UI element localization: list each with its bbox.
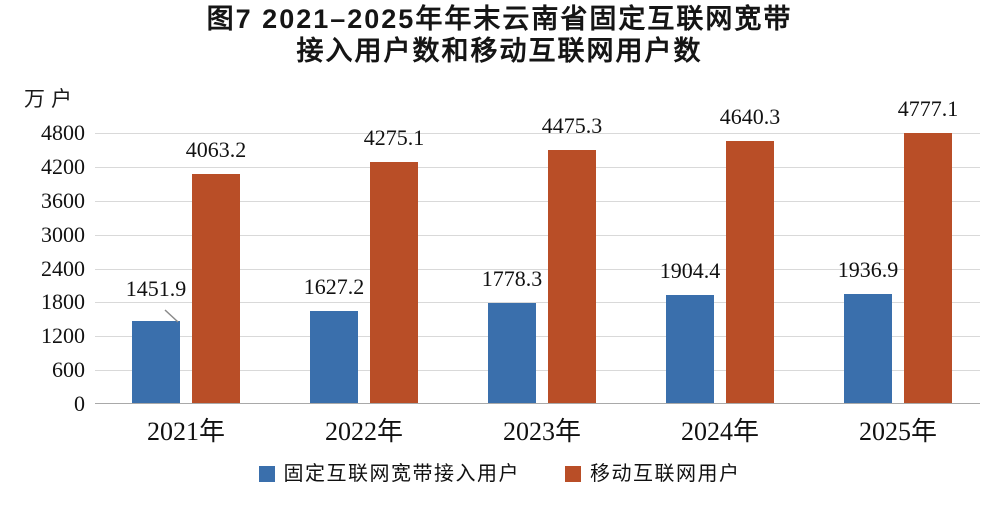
y-tick-label: 600 [52,357,85,382]
x-tick-label: 2021年 [146,417,226,446]
leader-line [164,309,179,323]
y-tick-label: 3600 [41,188,85,213]
bar-fixed-broadband [132,321,180,403]
gridline [95,336,980,337]
bar-fixed-broadband [488,303,536,403]
gridline [95,167,980,168]
bar-mobile-internet [904,133,952,403]
chart-title-line2: 接入用户数和移动互联网用户数 [296,36,703,66]
plot-area: 1451.9 4063.2 1627.2 4275.1 1778.3 4475.3 1904… [95,97,980,404]
value-label-fixed-broadband: 1451.9 [125,276,187,301]
chart-title-line1: 图7 2021–2025年年末云南省固定互联网宽带 [206,4,793,34]
gridline [95,269,980,270]
y-tick-label: 4200 [41,154,85,179]
legend: 固定互联网宽带接入用户 移动互联网用户 [0,463,999,485]
x-tick-label: 2022年 [324,417,404,446]
y-tick-label: 2400 [41,256,85,281]
value-label-mobile-internet: 4777.1 [897,96,959,121]
bar-mobile-internet [548,150,596,403]
bar-mobile-internet [726,141,774,403]
y-axis-unit-label: 万户 [24,87,78,111]
value-label-fixed-broadband: 1936.9 [837,257,899,282]
value-label-fixed-broadband: 1778.3 [481,266,543,291]
y-tick-label: 1200 [41,323,85,348]
value-label-mobile-internet: 4640.3 [719,104,781,129]
legend-swatch-mobile-internet-icon [565,466,581,482]
legend-item-fixed-broadband: 固定互联网宽带接入用户 [258,463,521,485]
x-tick-label: 2025年 [858,417,938,446]
bar-mobile-internet [370,162,418,403]
value-label-fixed-broadband: 1627.2 [303,274,365,299]
legend-label-fixed-broadband: 固定互联网宽带接入用户 [283,463,520,485]
y-tick-label: 3000 [41,222,85,247]
gridline [95,370,980,371]
gridline [95,235,980,236]
x-tick-label: 2024年 [680,417,760,446]
chart-title: 图7 2021–2025年年末云南省固定互联网宽带 接入用户数和移动互联网用户数 [0,3,999,67]
legend-item-mobile-internet: 移动互联网用户 [565,463,741,485]
value-label-mobile-internet: 4275.1 [363,125,425,150]
gridline [95,201,980,202]
bar-fixed-broadband [844,294,892,403]
gridline [95,302,980,303]
value-label-fixed-broadband: 1904.4 [659,258,721,283]
value-label-mobile-internet: 4475.3 [541,113,603,138]
bar-fixed-broadband [310,311,358,403]
bar-mobile-internet [192,174,240,403]
x-tick-label: 2023年 [502,417,582,446]
y-tick-label: 0 [74,391,85,416]
gridline [95,133,980,134]
x-axis-line [95,403,980,404]
value-label-mobile-internet: 4063.2 [185,137,247,162]
y-tick-label: 1800 [41,289,85,314]
legend-swatch-fixed-broadband-icon [258,466,275,482]
legend-label-mobile-internet: 移动互联网用户 [590,463,741,485]
bar-fixed-broadband [666,295,714,403]
y-tick-label: 4800 [41,120,85,145]
